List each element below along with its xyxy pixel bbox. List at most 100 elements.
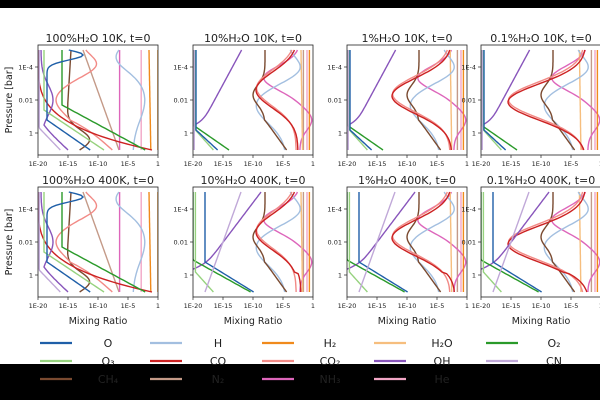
series-line-O₃	[43, 50, 105, 151]
x-tick-label: 1E-10	[398, 160, 417, 168]
y-tick-label: 1	[184, 130, 188, 138]
series-line-CO	[507, 191, 588, 293]
legend-item-H₂: H₂	[262, 337, 336, 350]
series-line-H₂O	[449, 50, 453, 150]
subplot-8: 0.1%H₂O 400K, t=0 1E-20 1E-15 1E-10 1E-5 1 1E-…	[461, 174, 600, 327]
series-line-CO₂	[55, 49, 113, 151]
series-line-H₂O	[300, 192, 304, 292]
series-line-H	[255, 191, 301, 293]
x-tick-label: 1E-20	[184, 302, 203, 310]
series-line-O	[46, 191, 91, 293]
y-tick-label: 1E-4	[327, 206, 342, 214]
series-line-NH₃	[417, 49, 467, 151]
legend-label: O	[104, 337, 113, 350]
series-line-CO₂	[255, 191, 297, 292]
series-line-OH	[347, 49, 397, 127]
legend-item-CH₄: CH₄	[40, 373, 119, 386]
x-tick-label: 1	[156, 302, 160, 310]
x-tick-label: 1E-20	[338, 160, 357, 168]
x-tick-label: 1E-15	[502, 302, 521, 310]
x-tick-label: 1E-15	[59, 302, 78, 310]
series-line-O₂	[193, 192, 251, 293]
x-tick-label: 1E-5	[276, 160, 291, 168]
series-line-CO₂	[55, 191, 113, 293]
y-axis-label: Pressure [bar]	[4, 209, 15, 276]
y-tick-label: 1	[472, 130, 476, 138]
series-line-O₃	[482, 50, 502, 151]
y-tick-label: 1E-4	[461, 206, 476, 214]
y-tick-label: 1E-4	[327, 64, 342, 72]
series-line-O	[358, 192, 408, 293]
y-tick-label: 0.01	[19, 97, 33, 105]
x-tick-label: 1	[465, 302, 469, 310]
series-line-CH₄	[67, 191, 91, 293]
x-tick-label: 1E-15	[214, 160, 233, 168]
series-line-N₂	[82, 49, 120, 151]
y-tick-label: 1	[338, 130, 342, 138]
series-line-H	[543, 49, 589, 151]
legend-item-O₃: O₃	[40, 355, 115, 368]
y-tick-label: 0.01	[328, 97, 342, 105]
legend-item-CO₂: CO₂	[262, 355, 340, 368]
x-tick-label: 1E-15	[59, 160, 78, 168]
x-axis-label: Mixing Ratio	[224, 316, 283, 327]
y-tick-label: 0.01	[19, 239, 33, 247]
x-tick-label: 1E-10	[244, 160, 263, 168]
series-line-CN	[492, 191, 530, 293]
series-line-O₃	[348, 192, 368, 293]
series-line-CN	[38, 192, 61, 293]
series-line-H	[409, 191, 455, 293]
subplot-title: 1%H₂O 10K, t=0	[361, 32, 452, 45]
series-line-CH₄	[252, 192, 288, 293]
series-line-NH₃	[551, 191, 600, 293]
x-tick-label: 1E-15	[368, 302, 387, 310]
subplot-title: 100%H₂O 400K, t=0	[42, 174, 154, 187]
x-tick-label: 1	[311, 302, 315, 310]
subplot-title: 0.1%H₂O 400K, t=0	[487, 174, 596, 187]
legend-item-O₂: O₂	[486, 337, 561, 350]
series-line-CH₄	[252, 50, 288, 151]
series-line-CO	[255, 49, 299, 150]
x-tick-label: 1E-5	[564, 302, 579, 310]
y-tick-label: 1E-4	[461, 64, 476, 72]
x-tick-label: 1E-10	[532, 302, 551, 310]
y-tick-label: 0.01	[462, 239, 476, 247]
x-tick-label: 1	[599, 160, 600, 168]
legend-label: OH	[434, 355, 451, 368]
subplot-2: 10%H₂O 10K, t=0 1E-20 1E-15 1E-10 1E-5 1 1E-4 0…	[173, 32, 315, 168]
series-line-H₂O	[449, 192, 453, 292]
legend-label: N₂	[212, 373, 225, 386]
series-line-N₂	[82, 191, 120, 293]
x-tick-label: 1E-5	[121, 160, 136, 168]
x-tick-label: 1E-10	[244, 302, 263, 310]
x-tick-label: 1E-20	[29, 160, 48, 168]
y-tick-label: 1E-4	[18, 206, 33, 214]
x-tick-label: 1E-20	[472, 160, 491, 168]
x-tick-label: 1	[599, 302, 600, 310]
legend-label: O₃	[101, 355, 114, 368]
series-line-H	[409, 49, 455, 151]
series-line-CO	[255, 191, 302, 292]
series-line-H	[543, 191, 589, 293]
x-tick-label: 1	[311, 160, 315, 168]
y-tick-label: 0.01	[174, 97, 188, 105]
series-line-O	[483, 50, 507, 151]
legend-item-H₂O: H₂O	[374, 337, 453, 350]
series-line-OH	[481, 49, 531, 127]
series-line-CH₄	[540, 192, 576, 293]
x-axis-label: Mixing Ratio	[378, 316, 437, 327]
legend-label: CN	[546, 355, 562, 368]
x-tick-label: 1E-10	[532, 160, 551, 168]
legend-label: H	[214, 337, 222, 350]
series-line-O₂	[61, 192, 146, 293]
series-line-O₃	[194, 50, 214, 151]
legend-item-CO: CO	[150, 355, 227, 368]
legend-label: CO₂	[320, 355, 341, 368]
legend-item-OH: OH	[374, 355, 450, 368]
x-tick-label: 1E-20	[184, 160, 203, 168]
series-line-O₂	[481, 50, 518, 151]
x-tick-label: 1	[156, 160, 160, 168]
y-axis-label: Pressure [bar]	[4, 67, 15, 134]
subplot-title: 10%H₂O 400K, t=0	[200, 174, 305, 187]
